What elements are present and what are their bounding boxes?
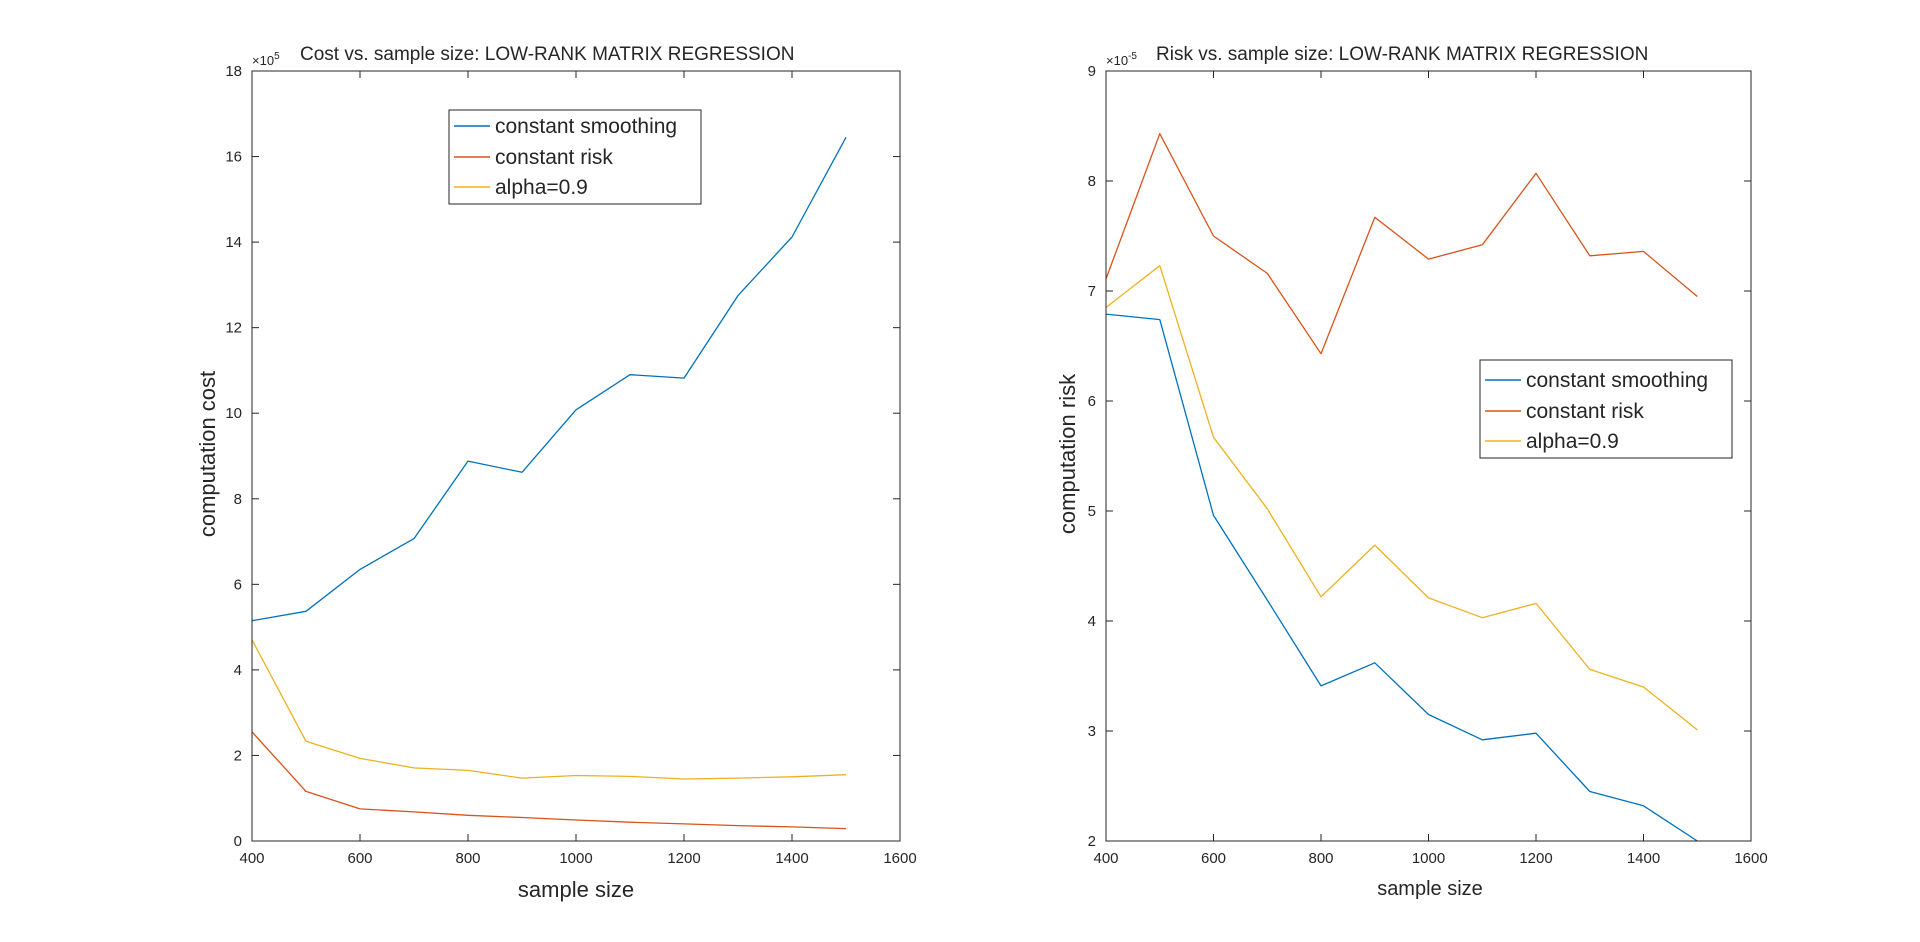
cost-xtick-label: 1000 bbox=[559, 850, 592, 867]
risk-chart-ylabel: computation risk bbox=[1055, 373, 1080, 534]
cost-chart-ylabel: computation cost bbox=[195, 371, 220, 537]
cost-xtick-label: 800 bbox=[455, 850, 480, 867]
cost-xtick-label: 1600 bbox=[883, 850, 916, 867]
cost-chart-exponent-power: 5 bbox=[274, 51, 280, 62]
cost-chart-exponent-base: ×10 bbox=[252, 53, 274, 68]
cost-ytick-label: 4 bbox=[234, 662, 242, 679]
cost-chart-exponent: ×105 bbox=[252, 51, 280, 68]
risk-xtick-label: 400 bbox=[1093, 850, 1118, 867]
risk-chart: Risk vs. sample size: LOW-RANK MATRIX RE… bbox=[1055, 44, 1768, 900]
cost-ytick-label: 10 bbox=[225, 405, 242, 422]
cost-xtick-label: 400 bbox=[239, 850, 264, 867]
risk-xtick-label: 800 bbox=[1308, 850, 1333, 867]
cost-xtick-label: 1200 bbox=[667, 850, 700, 867]
risk-series-line-alpha-0-9 bbox=[1105, 265, 1698, 731]
risk-legend-label-constant-risk: constant risk bbox=[1526, 400, 1644, 423]
risk-ytick-label: 7 bbox=[1088, 283, 1096, 300]
risk-chart-legend: constant smoothing constant risk alpha=0… bbox=[1479, 359, 1733, 459]
risk-chart-exponent-power: -5 bbox=[1128, 51, 1137, 62]
cost-ytick-label: 2 bbox=[234, 747, 242, 764]
cost-legend-box bbox=[448, 109, 702, 205]
cost-legend-label-constant-risk: constant risk bbox=[495, 146, 613, 169]
cost-ytick-label: 6 bbox=[234, 576, 242, 593]
risk-chart-xlabel: sample size bbox=[1377, 878, 1483, 900]
cost-axes-box bbox=[251, 70, 901, 842]
risk-axes-box bbox=[1105, 70, 1752, 842]
risk-ytick-label: 3 bbox=[1088, 723, 1096, 740]
risk-legend-label-alpha: alpha=0.9 bbox=[1526, 430, 1619, 453]
risk-ytick-label: 2 bbox=[1088, 833, 1096, 850]
cost-chart: Cost vs. sample size: LOW-RANK MATRIX RE… bbox=[195, 44, 917, 902]
risk-ytick-label: 9 bbox=[1088, 63, 1096, 80]
risk-series-line-constant-smoothing bbox=[1105, 313, 1698, 842]
cost-legend-label-constant-smoothing: constant smoothing bbox=[495, 115, 677, 138]
risk-ytick-label: 8 bbox=[1088, 173, 1096, 190]
cost-xtick-label: 1400 bbox=[775, 850, 808, 867]
risk-ytick-label: 5 bbox=[1088, 503, 1096, 520]
cost-ytick-label: 12 bbox=[225, 320, 242, 337]
risk-xtick-label: 1600 bbox=[1734, 850, 1767, 867]
cost-series-line-alpha-0-9 bbox=[251, 639, 847, 780]
risk-ytick-label: 6 bbox=[1088, 393, 1096, 410]
cost-chart-title: Cost vs. sample size: LOW-RANK MATRIX RE… bbox=[300, 44, 794, 65]
risk-xtick-label: 1400 bbox=[1627, 850, 1660, 867]
risk-chart-exponent: ×10-5 bbox=[1106, 51, 1137, 68]
cost-ytick-label: 14 bbox=[225, 234, 242, 251]
cost-ytick-label: 16 bbox=[225, 149, 242, 166]
risk-xtick-label: 1200 bbox=[1519, 850, 1552, 867]
risk-xtick-label: 1000 bbox=[1412, 850, 1445, 867]
cost-ytick-label: 18 bbox=[225, 63, 242, 80]
cost-ytick-label: 0 bbox=[234, 833, 242, 850]
cost-series-line-constant-smoothing bbox=[251, 136, 847, 622]
risk-series-line-constant-risk bbox=[1105, 133, 1698, 355]
cost-ytick-label: 8 bbox=[234, 491, 242, 508]
risk-xtick-label: 600 bbox=[1201, 850, 1226, 867]
risk-chart-exponent-base: ×10 bbox=[1106, 53, 1128, 68]
cost-chart-legend: constant smoothing constant risk alpha=0… bbox=[448, 109, 702, 205]
cost-series-line-constant-risk bbox=[251, 731, 847, 830]
risk-ytick-label: 4 bbox=[1088, 613, 1096, 630]
risk-legend-box bbox=[1479, 359, 1733, 459]
risk-chart-title: Risk vs. sample size: LOW-RANK MATRIX RE… bbox=[1156, 44, 1648, 65]
cost-chart-xlabel: sample size bbox=[518, 877, 634, 902]
cost-legend-label-alpha: alpha=0.9 bbox=[495, 176, 588, 199]
cost-xtick-label: 600 bbox=[347, 850, 372, 867]
risk-legend-label-constant-smoothing: constant smoothing bbox=[1526, 369, 1708, 392]
